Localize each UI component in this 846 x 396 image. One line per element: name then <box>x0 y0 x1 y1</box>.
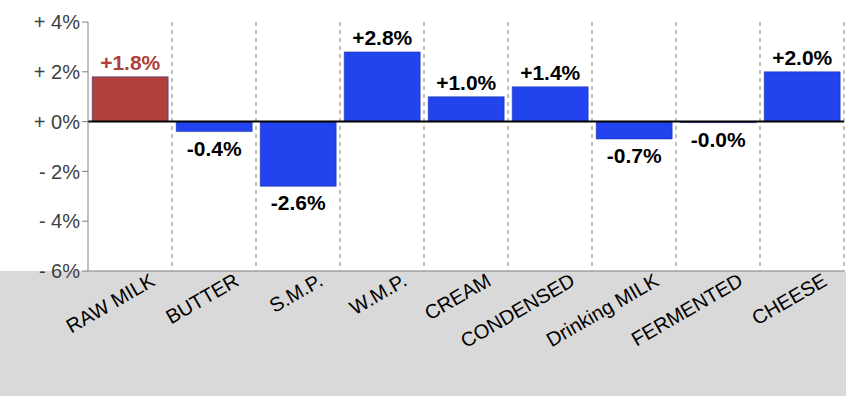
svg-text:+ 4%: + 4% <box>34 11 80 33</box>
svg-text:-0.7%: -0.7% <box>607 144 662 167</box>
svg-text:BUTTER: BUTTER <box>162 269 242 328</box>
svg-text:CHEESE: CHEESE <box>748 269 830 329</box>
svg-text:RAW MILK: RAW MILK <box>62 269 159 338</box>
svg-text:Drinking MILK: Drinking MILK <box>542 269 663 351</box>
svg-text:-2.6%: -2.6% <box>271 191 326 214</box>
svg-text:- 6%: - 6% <box>39 260 80 282</box>
svg-text:CREAM: CREAM <box>421 269 495 324</box>
svg-text:S.M.P.: S.M.P. <box>266 269 327 317</box>
svg-text:+1.4%: +1.4% <box>520 61 580 84</box>
svg-text:CONDENSED: CONDENSED <box>456 269 579 352</box>
svg-text:- 4%: - 4% <box>39 210 80 232</box>
svg-text:+1.0%: +1.0% <box>436 71 496 94</box>
svg-text:-0.4%: -0.4% <box>187 137 242 160</box>
svg-text:FERMENTED: FERMENTED <box>628 269 747 350</box>
svg-text:-0.0%: -0.0% <box>691 128 746 151</box>
svg-text:W.M.P.: W.M.P. <box>346 269 411 319</box>
svg-text:+2.8%: +2.8% <box>352 26 412 49</box>
svg-text:+2.0%: +2.0% <box>772 46 832 69</box>
svg-text:+1.8%: +1.8% <box>100 51 160 74</box>
svg-text:- 2%: - 2% <box>39 161 80 183</box>
svg-text:+ 0%: + 0% <box>34 111 80 133</box>
svg-text:+ 2%: + 2% <box>34 61 80 83</box>
